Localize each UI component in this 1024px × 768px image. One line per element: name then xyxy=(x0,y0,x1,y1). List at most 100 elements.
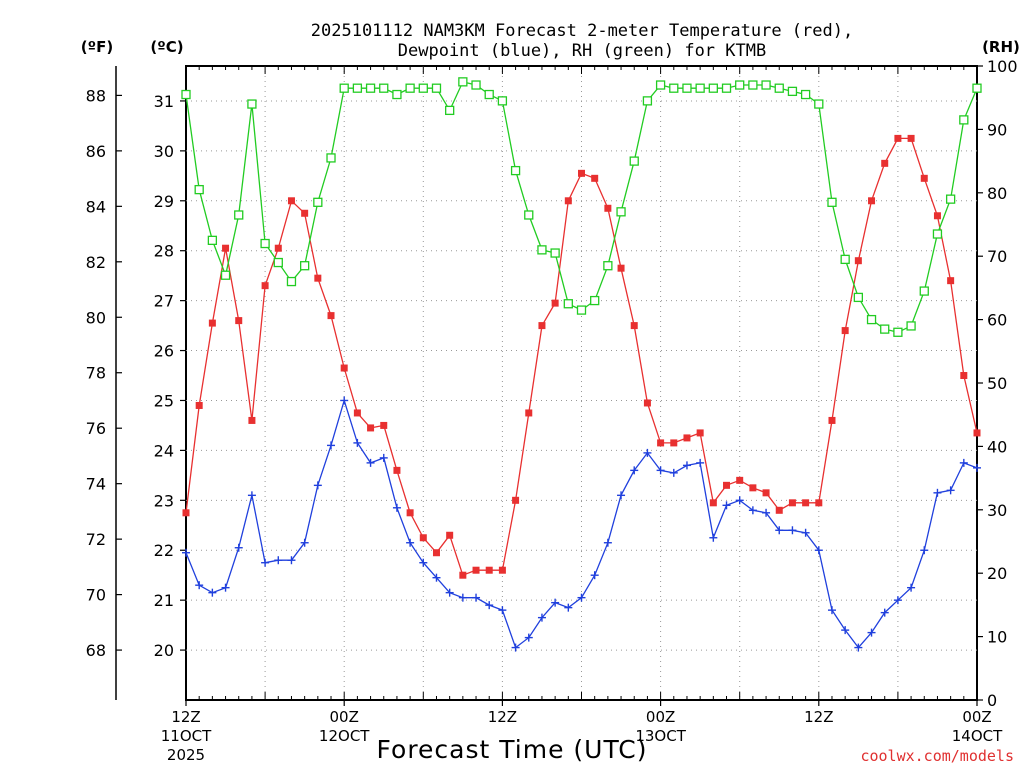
time-tick-label: 12OCT xyxy=(319,727,370,745)
rh-point xyxy=(524,210,534,220)
temperature-point xyxy=(933,212,941,220)
dewpoint-point xyxy=(353,438,362,447)
temperature-point xyxy=(472,566,480,574)
temperature-point xyxy=(630,322,638,330)
dewpoint-point xyxy=(973,463,981,472)
rh-point xyxy=(708,83,718,93)
chart-title-line1: 2025101112 NAM3KM Forecast 2-meter Tempe… xyxy=(311,21,853,41)
fahrenheit-axis-unit: (ºF) xyxy=(81,38,113,56)
temperature-point xyxy=(485,566,493,574)
rh-tick-label: 40 xyxy=(987,437,1007,456)
rh-tick-label: 50 xyxy=(987,374,1007,393)
rh-tick-label: 0 xyxy=(987,691,997,710)
rh-point xyxy=(537,245,547,255)
rh-point xyxy=(313,197,323,207)
rh-tick-label: 80 xyxy=(987,184,1007,203)
rh-axis-unit: (RH) xyxy=(982,38,1020,56)
time-tick-label: 00Z xyxy=(330,708,359,726)
temperature-point xyxy=(960,372,968,380)
rh-point xyxy=(906,321,916,331)
dewpoint-point xyxy=(564,603,573,612)
rh-point xyxy=(959,115,969,125)
rh-point xyxy=(405,83,415,93)
series-layer xyxy=(181,77,982,652)
dewpoint-point xyxy=(735,496,744,505)
rh-point xyxy=(458,77,468,87)
temperature-point xyxy=(696,429,704,437)
rh-point xyxy=(590,295,600,306)
temperature-point xyxy=(670,439,678,447)
dewpoint-point xyxy=(722,501,731,510)
rh-point xyxy=(273,257,283,268)
temperature-point xyxy=(788,499,796,507)
temperature-point xyxy=(762,489,770,497)
celsius-tick-label: 28 xyxy=(154,242,174,261)
rh-point xyxy=(695,83,705,93)
rh-point xyxy=(418,83,428,93)
dewpoint-point xyxy=(221,583,230,592)
celsius-tick-label: 27 xyxy=(154,292,174,311)
temperature-point xyxy=(947,277,955,285)
time-tick-label: 14OCT xyxy=(952,727,1003,745)
dewpoint-point xyxy=(959,458,968,467)
dewpoint-point xyxy=(682,461,691,470)
temperature-point xyxy=(749,484,757,492)
time-tick-label: 12Z xyxy=(488,708,517,726)
rh-point xyxy=(431,83,442,93)
dewpoint-point xyxy=(867,628,876,637)
celsius-tick-label: 30 xyxy=(154,142,174,161)
celsius-tick-label: 21 xyxy=(154,591,174,610)
fahrenheit-tick-label: 74 xyxy=(86,475,106,494)
temperature-point xyxy=(459,571,467,579)
temperature-point xyxy=(920,174,928,182)
dewpoint-line xyxy=(185,398,978,649)
time-tick-label: 00Z xyxy=(646,708,675,726)
rh-point xyxy=(972,83,982,93)
temperature-point xyxy=(301,209,309,217)
dewpoint-point xyxy=(590,571,599,580)
dewpoint-point xyxy=(603,538,612,547)
dewpoint-point xyxy=(880,608,889,617)
dewpoint-point xyxy=(788,526,797,535)
fahrenheit-tick-label: 86 xyxy=(86,142,106,161)
temperature-point xyxy=(353,409,361,417)
rh-point xyxy=(497,96,508,106)
temperature-point xyxy=(248,416,256,424)
rh-point xyxy=(642,96,653,106)
dewpoint-point xyxy=(300,538,309,547)
temperature-point xyxy=(208,319,216,327)
celsius-tick-label: 31 xyxy=(154,92,174,111)
rh-point xyxy=(827,197,837,207)
fahrenheit-tick-label: 76 xyxy=(86,419,106,438)
rh-point xyxy=(800,89,811,100)
dewpoint-point xyxy=(551,598,560,607)
temperature-point xyxy=(657,439,665,447)
time-tick-label: 11OCT xyxy=(161,727,212,745)
temperature-point xyxy=(973,429,981,437)
rh-point xyxy=(629,156,639,166)
fahrenheit-tick-label: 72 xyxy=(86,530,106,549)
rh-point xyxy=(893,327,903,337)
time-tick-label: 12Z xyxy=(171,708,200,726)
rh-point xyxy=(392,89,402,100)
celsius-tick-label: 22 xyxy=(154,541,174,560)
dewpoint-point xyxy=(643,448,652,457)
dewpoint-point xyxy=(247,491,256,500)
dewpoint-point xyxy=(195,581,204,590)
temperature-point xyxy=(512,496,520,504)
temperature-point xyxy=(868,197,876,205)
rh-point xyxy=(352,83,363,93)
dewpoint-point xyxy=(617,491,626,500)
temperature-point xyxy=(894,134,902,142)
dewpoint-point xyxy=(854,643,863,652)
dewpoint-point xyxy=(656,466,665,475)
temperature-point xyxy=(287,197,295,205)
celsius-tick-label: 23 xyxy=(154,491,174,510)
temperature-point xyxy=(222,244,230,252)
dewpoint-point xyxy=(234,543,243,552)
rh-tick-label: 100 xyxy=(987,57,1018,76)
temperature-point xyxy=(709,499,717,507)
dewpoint-point xyxy=(419,558,428,567)
temperature-point xyxy=(775,506,783,514)
celsius-tick-label: 29 xyxy=(154,192,174,211)
